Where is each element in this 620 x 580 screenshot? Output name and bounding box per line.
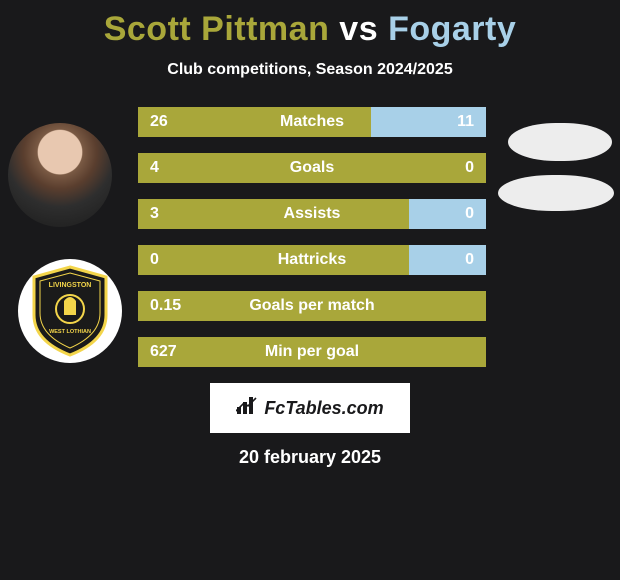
- stat-value-p2: 0: [465, 199, 474, 229]
- badge-text-top: LIVINGSTON: [49, 282, 92, 289]
- player1-club-badge: LIVINGSTON WEST LOTHIAN: [18, 259, 122, 363]
- stat-bars: 2611Matches40Goals30Assists00Hattricks0.…: [138, 107, 486, 367]
- badge-lion-icon: [64, 297, 76, 315]
- content-area: LIVINGSTON WEST LOTHIAN 2611Matches40Goa…: [0, 107, 620, 367]
- snapshot-date: 20 february 2025: [0, 447, 620, 468]
- chart-icon: [236, 397, 258, 420]
- stat-value-p1: 4: [150, 153, 159, 183]
- stat-value-p2: 0: [465, 245, 474, 275]
- title-vs: vs: [339, 10, 378, 48]
- stat-row: 627Min per goal: [138, 337, 486, 367]
- stat-bar-p2: [409, 245, 486, 275]
- stat-row: 2611Matches: [138, 107, 486, 137]
- player2-avatar-placeholder-2: [498, 175, 614, 211]
- title-player1: Scott Pittman: [104, 10, 330, 48]
- stat-row: 30Assists: [138, 199, 486, 229]
- stat-bar-p1: [138, 245, 409, 275]
- stat-bar-p1: [138, 153, 486, 183]
- stat-value-p2: 11: [457, 107, 474, 137]
- stat-bar-p1: [138, 199, 409, 229]
- comparison-title: Scott Pittman vs Fogarty: [0, 0, 620, 49]
- badge-text-bottom: WEST LOTHIAN: [49, 329, 91, 335]
- stat-value-p1: 627: [150, 337, 177, 367]
- player1-avatar: [8, 123, 112, 227]
- club-shield-icon: LIVINGSTON WEST LOTHIAN: [28, 265, 112, 357]
- stat-value-p1: 0.15: [150, 291, 181, 321]
- title-player2: Fogarty: [388, 10, 516, 48]
- stat-bar-p1: [138, 291, 486, 321]
- stat-row: 40Goals: [138, 153, 486, 183]
- stat-bar-p2: [409, 199, 486, 229]
- stat-value-p2: 0: [465, 153, 474, 183]
- player2-avatar-placeholder-1: [508, 123, 612, 161]
- stat-row: 0.15Goals per match: [138, 291, 486, 321]
- stat-value-p1: 3: [150, 199, 159, 229]
- stat-value-p1: 26: [150, 107, 168, 137]
- stat-value-p1: 0: [150, 245, 159, 275]
- brand-box[interactable]: FcTables.com: [210, 383, 410, 433]
- stat-bar-p1: [138, 337, 486, 367]
- stat-bar-p1: [138, 107, 371, 137]
- subtitle: Club competitions, Season 2024/2025: [0, 61, 620, 79]
- brand-text: FcTables.com: [264, 398, 383, 419]
- stat-row: 00Hattricks: [138, 245, 486, 275]
